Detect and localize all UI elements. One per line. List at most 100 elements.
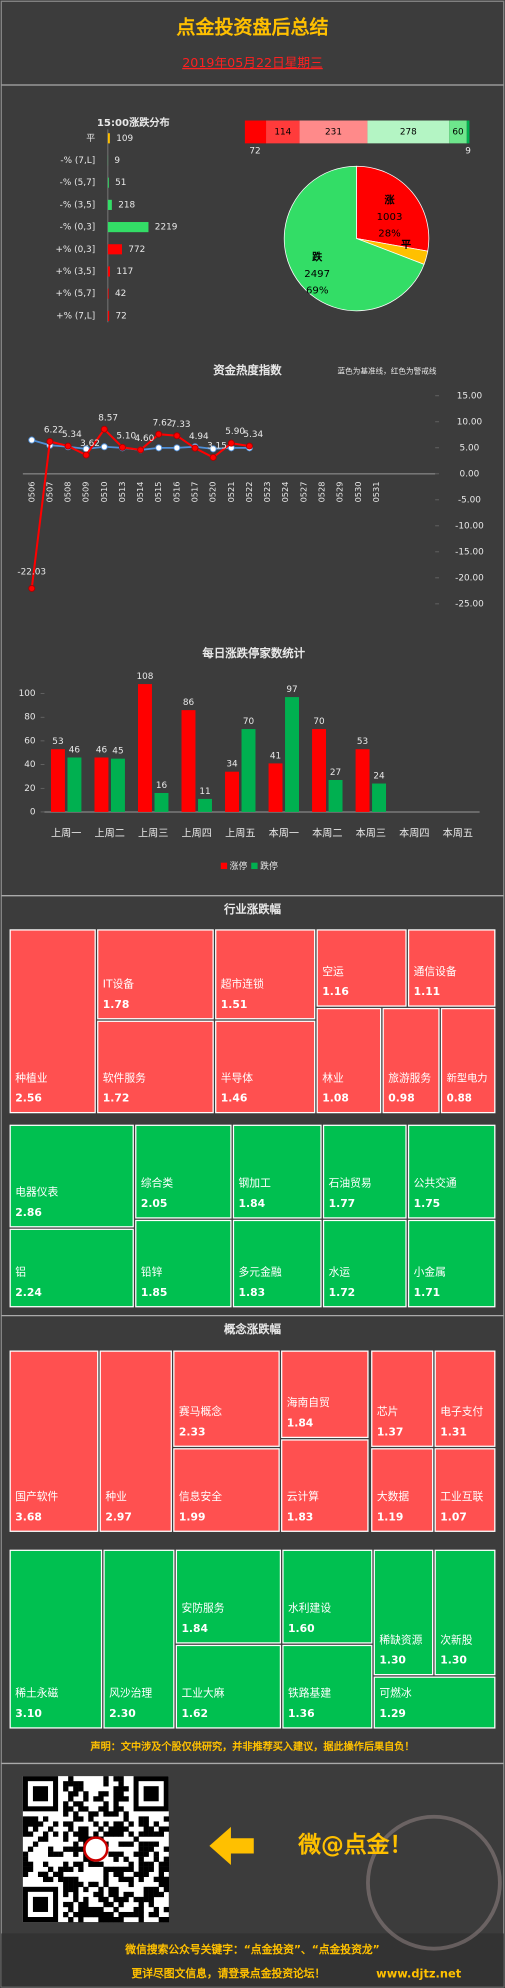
value-label: 772 <box>128 245 145 255</box>
qr-module <box>153 1886 159 1893</box>
qr-module <box>123 1841 129 1847</box>
tile-name: 综合类 <box>141 1177 174 1190</box>
qr-module <box>133 1851 139 1857</box>
qr-module <box>118 1806 124 1812</box>
tile-value: 1.19 <box>377 1510 404 1523</box>
category-label: +% (0,3] <box>55 245 95 255</box>
qr-module <box>83 1836 89 1842</box>
value-label: 86 <box>183 698 195 708</box>
qr-module <box>158 1826 164 1832</box>
segment-label: 72 <box>249 146 260 156</box>
qr-module <box>68 1886 74 1893</box>
value-label: 117 <box>116 267 133 277</box>
tile-name: IT设备 <box>103 977 135 990</box>
bar <box>107 244 122 255</box>
qr-module <box>148 1831 154 1837</box>
footer-url: www.djtz.net <box>376 1967 462 1981</box>
qr-module <box>27 1831 34 1837</box>
qr-module <box>113 1806 119 1812</box>
bar <box>107 222 149 233</box>
point <box>100 425 108 433</box>
bar <box>268 763 283 812</box>
qr-module <box>103 1801 109 1807</box>
tile-name: 钢加工 <box>239 1177 272 1190</box>
tile-value: 2.30 <box>109 1707 136 1720</box>
qr-module <box>158 1861 164 1867</box>
qr-module <box>22 1831 29 1837</box>
tile-name: 工业互联 <box>440 1490 483 1503</box>
segment-label: 231 <box>325 127 342 137</box>
chart-title: 每日涨跌停家数统计 <box>202 646 305 660</box>
value-label: 16 <box>156 781 168 791</box>
qr-module <box>27 1861 34 1867</box>
qr-module <box>78 1881 84 1888</box>
qr-module <box>113 1796 119 1802</box>
qr-module <box>153 1911 159 1918</box>
qr-module <box>103 1876 109 1883</box>
tile-name: 公共交通 <box>414 1177 457 1190</box>
bar <box>355 749 370 812</box>
qr-module <box>138 1846 144 1852</box>
value-label: 4.94 <box>189 432 209 442</box>
qr-module <box>73 1786 79 1792</box>
x-tick-label: 本周三 <box>356 827 386 840</box>
tile-value: 2.56 <box>15 1092 42 1105</box>
qr-module <box>68 1876 74 1883</box>
qr-module <box>148 1826 154 1832</box>
value-label: 51 <box>115 178 126 188</box>
qr-module <box>73 1841 79 1847</box>
qr-code <box>22 1776 170 1923</box>
qr-module <box>108 1916 114 1923</box>
qr-module <box>138 1916 144 1923</box>
tile-value: 1.84 <box>181 1622 208 1635</box>
qr-module <box>88 1911 94 1918</box>
qr-module <box>118 1796 124 1802</box>
tile-name: 风沙治理 <box>109 1687 152 1700</box>
qr-module <box>163 1816 170 1822</box>
tile-name: 水利建设 <box>288 1602 331 1615</box>
qr-module <box>143 1896 149 1903</box>
slice-percent: 69% <box>306 286 329 297</box>
chart-title: 概念涨跌幅 <box>224 1322 282 1336</box>
bar <box>312 729 327 812</box>
qr-module <box>83 1806 89 1812</box>
qr-module <box>113 1871 119 1878</box>
qr-module <box>98 1886 104 1893</box>
tile-value: 1.11 <box>414 985 441 998</box>
qr-module <box>83 1896 89 1903</box>
tile-name: 水运 <box>329 1265 351 1278</box>
bar <box>372 783 387 812</box>
qr-module <box>163 1861 170 1867</box>
qr-module <box>103 1791 109 1797</box>
tile <box>434 1448 496 1532</box>
tile-name: 信息安全 <box>179 1490 222 1503</box>
bar <box>107 177 109 188</box>
bar <box>107 288 109 299</box>
qr-module <box>153 1831 159 1837</box>
qr-module <box>37 1871 44 1878</box>
tile-value: 1.83 <box>287 1510 314 1523</box>
qr-module <box>78 1846 84 1852</box>
value-label: 3.15 <box>207 442 227 452</box>
value-label: 2219 <box>155 223 178 233</box>
segment <box>466 120 470 144</box>
qr-module <box>158 1831 164 1837</box>
tile-name: 超市连锁 <box>221 977 264 990</box>
qr-module <box>113 1856 119 1862</box>
qr-module <box>63 1911 69 1918</box>
x-tick-label: 0531 <box>371 481 381 502</box>
value-label: 46 <box>69 745 81 755</box>
value-label: 11 <box>199 787 210 797</box>
qr-module <box>113 1896 119 1903</box>
qr-module <box>103 1881 109 1888</box>
bar <box>328 779 343 812</box>
qr-module <box>138 1901 144 1908</box>
tile-value: 1.30 <box>379 1654 406 1667</box>
tile <box>232 1219 322 1308</box>
tile <box>9 1350 99 1532</box>
qr-module <box>63 1846 69 1852</box>
qr-module <box>128 1891 134 1898</box>
category-label: 平 <box>86 133 95 144</box>
qr-module <box>37 1836 44 1842</box>
qr-module <box>22 1871 29 1878</box>
